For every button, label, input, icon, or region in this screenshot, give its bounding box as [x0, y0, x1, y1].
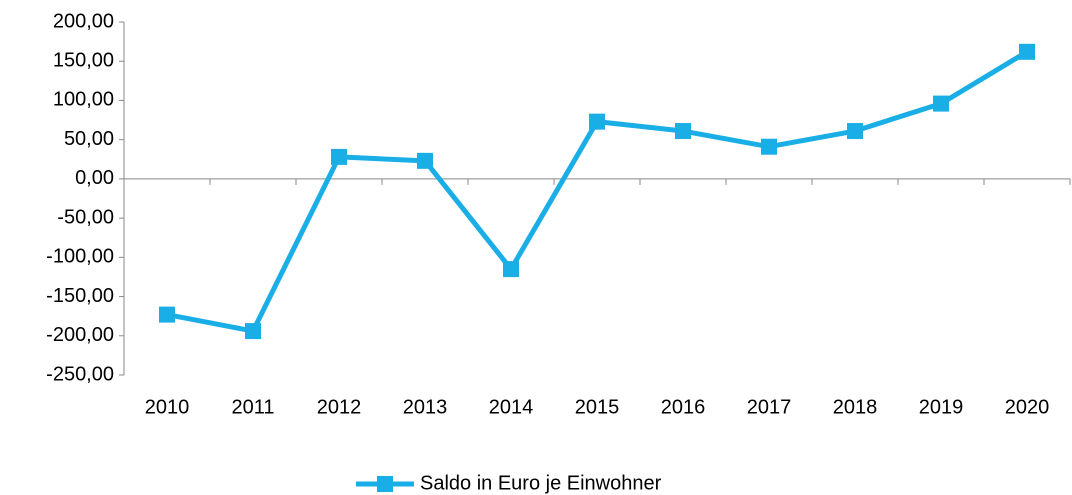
y-tick-label: 0,00: [75, 167, 114, 189]
y-tick-label: 150,00: [53, 50, 114, 72]
y-tick-label: -250,00: [46, 363, 114, 385]
x-tick-label: 2017: [747, 396, 792, 418]
legend-label: Saldo in Euro je Einwohner: [420, 472, 662, 494]
x-tick-label: 2019: [919, 396, 964, 418]
point-marker: [417, 152, 433, 169]
x-tick-label: 2020: [1005, 396, 1050, 418]
x-tick-label: 2015: [575, 396, 620, 418]
y-tick-label: -200,00: [46, 324, 114, 346]
point-marker: [847, 123, 863, 140]
x-tick-label: 2018: [833, 396, 878, 418]
y-tick-label: 50,00: [64, 128, 114, 150]
point-marker: [589, 113, 605, 130]
y-tick-label: -100,00: [46, 246, 114, 268]
x-tick-label: 2014: [489, 396, 534, 418]
legend-marker: [377, 476, 393, 492]
point-marker: [1019, 43, 1035, 60]
x-tick-label: 2011: [231, 396, 274, 418]
point-marker: [675, 123, 691, 140]
point-marker: [503, 261, 519, 278]
point-marker: [761, 138, 777, 155]
y-tick-label: -50,00: [57, 206, 114, 228]
y-tick-label: 200,00: [53, 10, 114, 32]
x-tick-label: 2012: [317, 396, 362, 418]
series-line: [166, 49, 1029, 334]
point-marker: [331, 148, 347, 165]
point-marker: [159, 306, 175, 323]
x-tick-label: 2010: [145, 396, 190, 418]
x-tick-label: 2016: [661, 396, 706, 418]
point-marker: [245, 323, 261, 340]
y-tick-label: 100,00: [53, 89, 114, 111]
point-marker: [933, 95, 949, 112]
x-tick-label: 2013: [403, 396, 448, 418]
y-tick-label: -150,00: [46, 285, 114, 307]
